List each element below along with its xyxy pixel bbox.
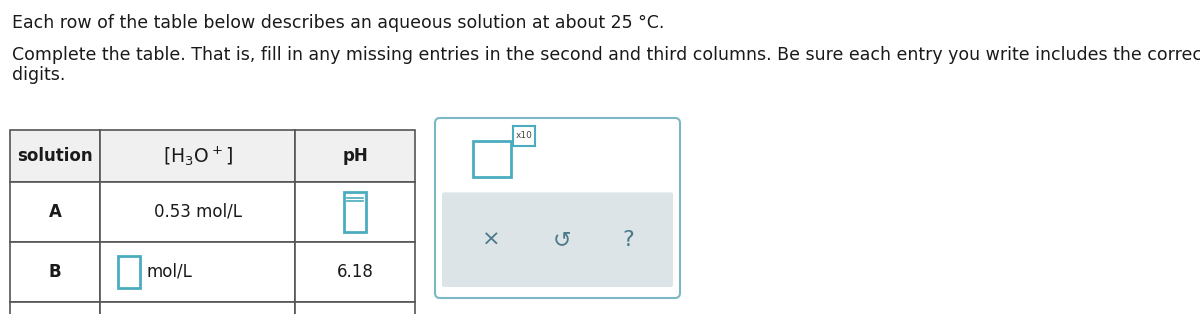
Bar xyxy=(295,182,415,242)
Bar xyxy=(512,126,535,146)
Text: solution: solution xyxy=(17,147,92,165)
Bar xyxy=(295,302,415,314)
Bar xyxy=(10,242,100,302)
Bar xyxy=(100,302,295,314)
Text: A: A xyxy=(48,203,61,221)
Text: x10: x10 xyxy=(515,131,532,140)
Bar xyxy=(10,182,100,242)
Bar xyxy=(10,130,100,182)
Text: 6.18: 6.18 xyxy=(336,263,373,281)
Text: ↺: ↺ xyxy=(553,230,571,250)
FancyBboxPatch shape xyxy=(442,192,673,287)
Text: digits.: digits. xyxy=(12,66,65,84)
Text: Each row of the table below describes an aqueous solution at about 25 °C.: Each row of the table below describes an… xyxy=(12,14,665,32)
Text: $\left[\mathrm{H_3O^+}\right]$: $\left[\mathrm{H_3O^+}\right]$ xyxy=(162,144,233,168)
Text: ×: × xyxy=(482,230,502,250)
Bar xyxy=(344,192,366,232)
Text: pH: pH xyxy=(342,147,368,165)
Text: ?: ? xyxy=(622,230,634,250)
Bar xyxy=(100,242,295,302)
Bar xyxy=(100,182,295,242)
Bar xyxy=(295,130,415,182)
Bar xyxy=(118,256,140,288)
Bar xyxy=(295,242,415,302)
Bar xyxy=(10,302,100,314)
FancyBboxPatch shape xyxy=(436,118,680,298)
Text: 0.53 mol/L: 0.53 mol/L xyxy=(154,203,241,221)
Text: Complete the table. That is, fill in any missing entries in the second and third: Complete the table. That is, fill in any… xyxy=(12,46,1200,64)
Text: B: B xyxy=(49,263,61,281)
Bar xyxy=(100,130,295,182)
Text: mol/L: mol/L xyxy=(148,263,193,281)
Bar xyxy=(473,141,511,177)
